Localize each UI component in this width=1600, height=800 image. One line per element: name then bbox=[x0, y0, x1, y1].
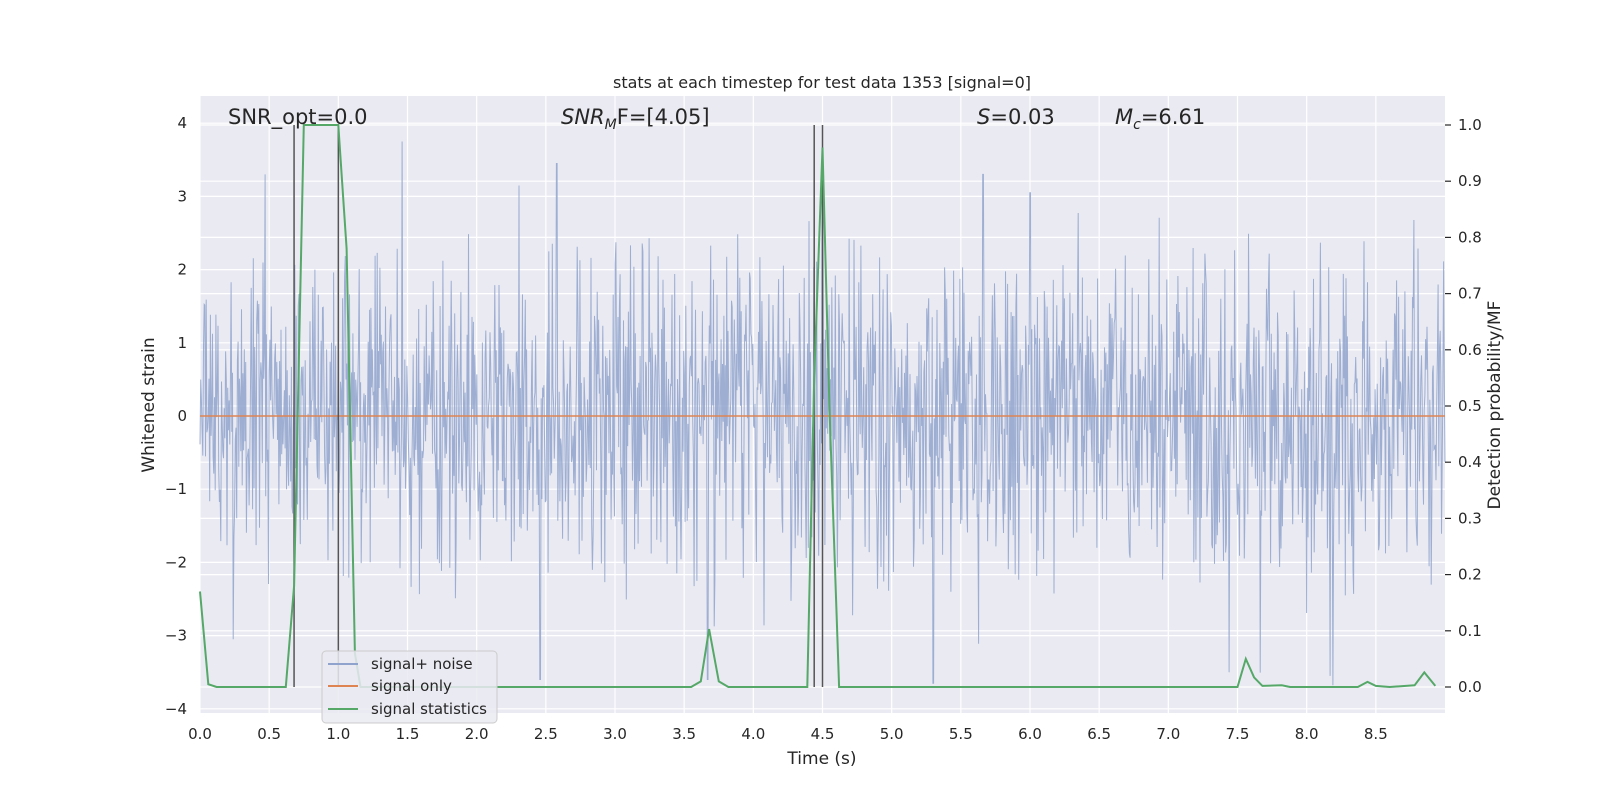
x-tick-label-12: 6.0 bbox=[1018, 725, 1042, 743]
right-y-tick-label-0: 1.0 bbox=[1458, 116, 1482, 134]
right-y-tick-label-9: 0.1 bbox=[1458, 622, 1482, 640]
x-tick-label-2: 1.0 bbox=[326, 725, 350, 743]
right-y-tick-label-2: 0.8 bbox=[1458, 228, 1482, 246]
annotation-snr-opt: SNR_opt=0.0 bbox=[228, 105, 368, 130]
left-y-tick-label-5: −1 bbox=[165, 480, 187, 498]
right-y-axis-ticks: 1.0 0.9 0.8 0.7 0.6 0.5 0.4 0.3 0.2 0.1 0.0 bbox=[1445, 116, 1482, 696]
annotation-s-var: S bbox=[977, 105, 990, 129]
right-y-tick-label-7: 0.3 bbox=[1458, 509, 1482, 527]
left-y-tick-label-0: 4 bbox=[177, 114, 187, 132]
annotation-mc-var: M bbox=[1115, 105, 1133, 129]
annotation-mc-sub: c bbox=[1133, 117, 1141, 133]
annotation-snr-mf-sub: M bbox=[605, 117, 617, 133]
x-tick-label-17: 8.5 bbox=[1364, 725, 1388, 743]
right-y-axis-label: Detection probability/MF bbox=[1485, 301, 1505, 510]
annotation-mc-value: =6.61 bbox=[1141, 105, 1205, 129]
right-y-tick-label-3: 0.7 bbox=[1458, 285, 1482, 303]
x-tick-label-7: 3.5 bbox=[672, 725, 696, 743]
x-tick-label-3: 1.5 bbox=[396, 725, 420, 743]
right-y-tick-label-10: 0.0 bbox=[1458, 678, 1482, 696]
x-tick-label-13: 6.5 bbox=[1087, 725, 1111, 743]
x-tick-label-10: 5.0 bbox=[880, 725, 904, 743]
right-y-tick-label-4: 0.6 bbox=[1458, 341, 1482, 359]
left-y-tick-label-6: −2 bbox=[165, 553, 187, 571]
x-tick-label-4: 2.0 bbox=[465, 725, 489, 743]
annotation-snr-mf-rest: F=[4.05] bbox=[617, 105, 710, 129]
x-tick-label-6: 3.0 bbox=[603, 725, 627, 743]
legend: signal+ noise signal only signal statist… bbox=[321, 650, 498, 724]
x-axis-label: Time (s) bbox=[786, 749, 856, 769]
right-y-tick-label-5: 0.5 bbox=[1458, 397, 1482, 415]
annotation-s: S=0.03 bbox=[977, 105, 1055, 129]
left-y-tick-label-3: 1 bbox=[177, 334, 187, 352]
x-tick-label-0: 0.0 bbox=[188, 725, 212, 743]
signal-statistics-line bbox=[199, 124, 1437, 689]
annotation-snr-mf: SNRMF=[4.05] bbox=[561, 105, 710, 133]
right-y-tick-label-6: 0.4 bbox=[1458, 453, 1482, 471]
legend-box bbox=[321, 650, 498, 724]
annotation-s-value: =0.03 bbox=[990, 105, 1054, 129]
x-tick-label-16: 8.0 bbox=[1295, 725, 1319, 743]
legend-label-signal-only: signal only bbox=[371, 677, 452, 695]
x-tick-label-15: 7.5 bbox=[1226, 725, 1250, 743]
x-tick-label-5: 2.5 bbox=[534, 725, 558, 743]
left-y-tick-label-2: 2 bbox=[177, 261, 187, 279]
chart-title: stats at each timestep for test data 135… bbox=[613, 73, 1031, 92]
annotation-snr-mf-prefix: SNR bbox=[561, 105, 605, 129]
signal-statistics-series bbox=[199, 124, 1437, 689]
annotation-mc: Mc=6.61 bbox=[1115, 105, 1205, 133]
left-y-axis-ticks: 4 3 2 1 0 −1 −2 −3 −4 bbox=[165, 114, 187, 718]
legend-label-signal-noise: signal+ noise bbox=[371, 655, 473, 673]
right-y-tick-label-8: 0.2 bbox=[1458, 566, 1482, 584]
x-tick-label-14: 7.0 bbox=[1156, 725, 1180, 743]
right-y-tick-label-1: 0.9 bbox=[1458, 172, 1482, 190]
left-y-tick-label-7: −3 bbox=[165, 627, 187, 645]
left-y-tick-label-4: 0 bbox=[177, 407, 187, 425]
x-tick-label-1: 0.5 bbox=[257, 725, 281, 743]
x-tick-label-9: 4.5 bbox=[811, 725, 835, 743]
legend-label-signal-statistics: signal statistics bbox=[371, 700, 487, 718]
x-tick-label-11: 5.5 bbox=[949, 725, 973, 743]
x-axis-ticks: 0.0 0.5 1.0 1.5 2.0 2.5 3.0 3.5 4.0 4.5 5.0 5.5 6.0 6… bbox=[188, 725, 1388, 743]
left-y-tick-label-8: −4 bbox=[165, 700, 187, 718]
left-y-axis-label: Whitened strain bbox=[139, 337, 159, 472]
left-y-tick-label-1: 3 bbox=[177, 187, 187, 205]
x-tick-label-8: 4.0 bbox=[741, 725, 765, 743]
